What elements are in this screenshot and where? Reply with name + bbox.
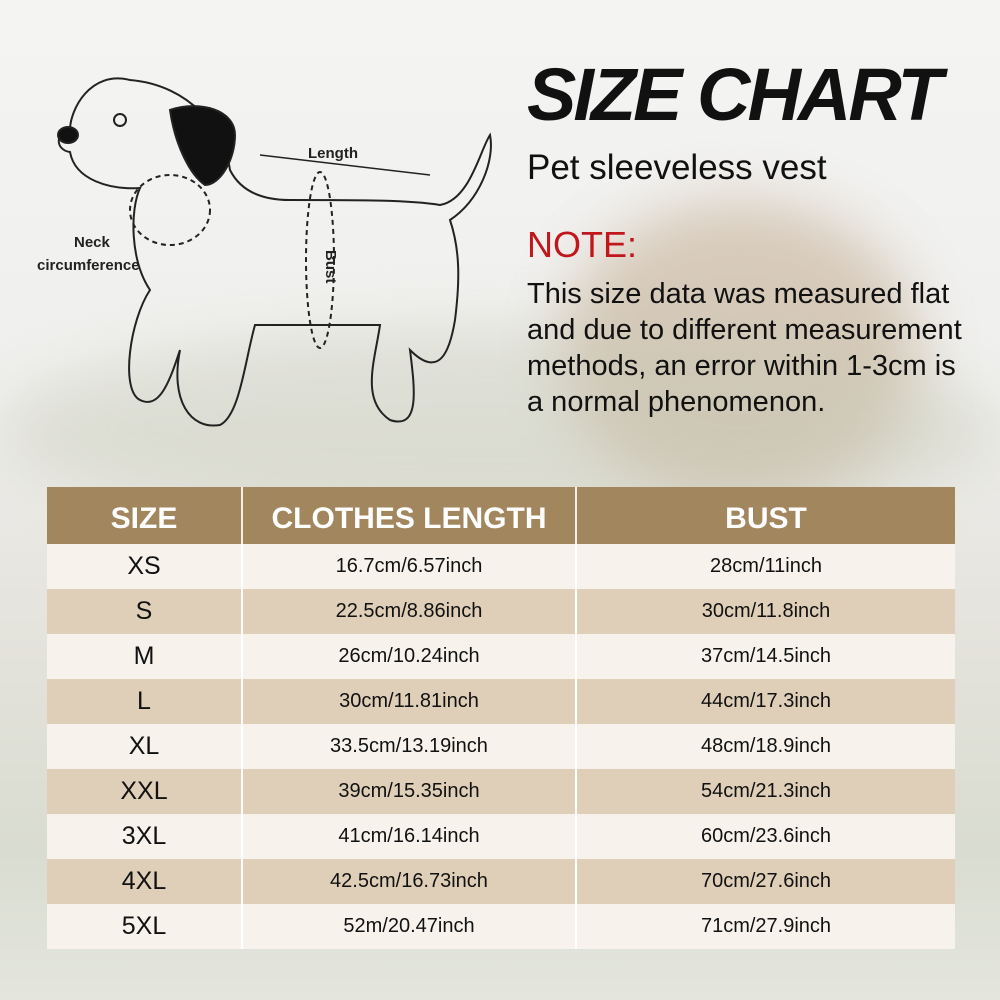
size-cell: 5XL [47,904,243,949]
bust-cell: 37cm/14.5inch [576,634,955,679]
page-title: SIZE CHART [527,53,943,136]
header-clothes-length: CLOTHES LENGTH [242,487,577,544]
table-row: XL 33.5cm/13.19inch 48cm/18.9inch [47,724,955,769]
clothes-length-cell: 42.5cm/16.73inch [242,859,577,904]
bust-cell: 30cm/11.8inch [576,589,955,634]
size-cell: L [47,679,243,724]
dog-ear-icon [168,105,237,187]
neck-label: Neck [74,234,111,251]
size-cell: XXL [47,769,243,814]
dog-nose [57,126,79,144]
dog-eye [113,113,127,127]
bust-cell: 54cm/21.3inch [576,769,955,814]
clothes-length-cell: 16.7cm/6.57inch [242,544,577,589]
clothes-length-cell: 30cm/11.81inch [242,679,577,724]
bust-cell: 48cm/18.9inch [576,724,955,769]
background-blur [560,200,920,500]
size-cell: 3XL [47,814,243,859]
dog-outline [57,77,492,427]
table-row: 5XL 52m/20.47inch 71cm/27.9inch [47,904,955,949]
note-text: This size data was measured flat and due… [527,278,962,418]
clothes-length-cell: 22.5cm/8.86inch [242,589,577,634]
clothes-length-cell: 39cm/15.35inch [242,769,577,814]
clothes-length-cell: 41cm/16.14inch [242,814,577,859]
table-row: 4XL 42.5cm/16.73inch 70cm/27.6inch [47,859,955,904]
bust-cell: 28cm/11inch [576,544,955,589]
table-row: XS 16.7cm/6.57inch 28cm/11inch [47,544,955,589]
bust-label: Bust [322,250,339,283]
size-table: SIZE CLOTHES LENGTH BUST XS 16.7cm/6.57in… [47,487,955,949]
table-header-row: SIZE CLOTHES LENGTH BUST [47,487,955,544]
table-row: S 22.5cm/8.86inch 30cm/11.8inch [47,589,955,634]
clothes-length-cell: 52m/20.47inch [242,904,577,949]
neck-label-2: circumference [37,257,140,274]
bust-cell: 60cm/23.6inch [576,814,955,859]
table-row: 3XL 41cm/16.14inch 60cm/23.6inch [47,814,955,859]
table-row: L 30cm/11.81inch 44cm/17.3inch [47,679,955,724]
header-bust: BUST [576,487,955,544]
size-cell: M [47,634,243,679]
bust-cell: 70cm/27.6inch [576,859,955,904]
bust-cell: 44cm/17.3inch [576,679,955,724]
table-row: XXL 39cm/15.35inch 54cm/21.3inch [47,769,955,814]
clothes-length-cell: 33.5cm/13.19inch [242,724,577,769]
length-label: Length [308,145,358,162]
clothes-length-cell: 26cm/10.24inch [242,634,577,679]
size-cell: XS [47,544,243,589]
product-subtitle: Pet sleeveless vest [527,148,827,187]
size-cell: 4XL [47,859,243,904]
header-size: SIZE [47,487,243,544]
bust-cell: 71cm/27.9inch [576,904,955,949]
size-cell: S [47,589,243,634]
dog-measurement-diagram: Length Bust Neck circumference [37,77,492,427]
size-cell: XL [47,724,243,769]
note-label: NOTE: [527,224,638,265]
table-row: M 26cm/10.24inch 37cm/14.5inch [47,634,955,679]
